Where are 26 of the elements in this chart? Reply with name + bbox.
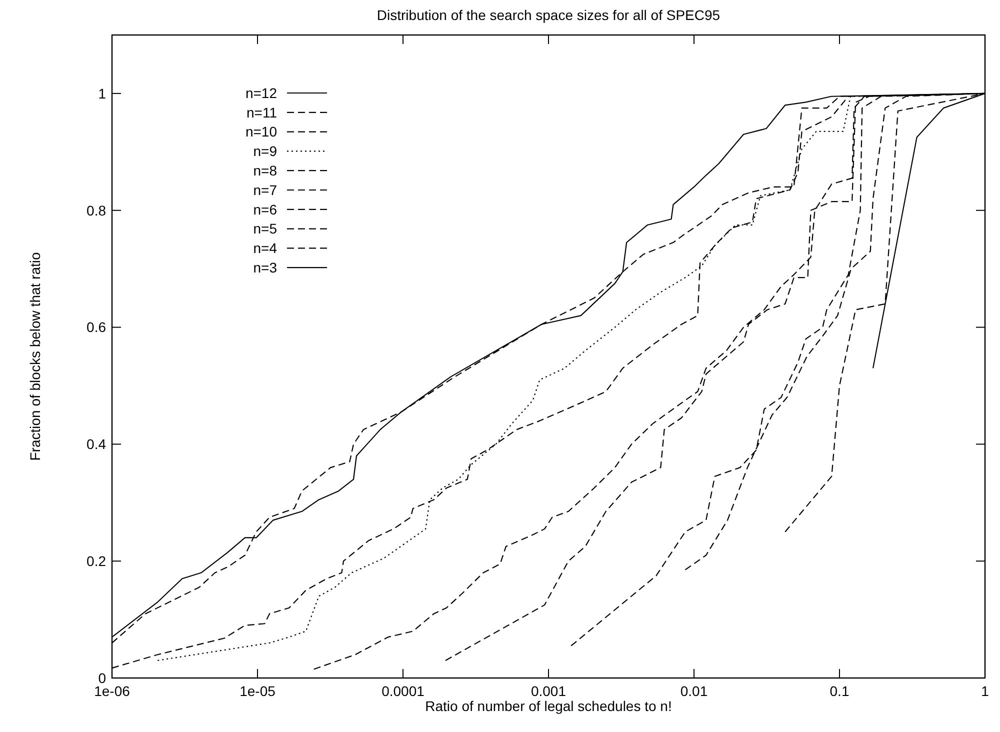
x-tick-label: 1: [981, 683, 990, 699]
legend-label: n=12: [245, 84, 278, 101]
x-tick-label: 0.0001: [382, 683, 425, 699]
y-tick-label: 0.4: [86, 436, 106, 452]
x-tick-label: 0.01: [680, 683, 708, 699]
x-tick-label: 0.001: [530, 683, 566, 699]
legend-label: n=8: [253, 162, 278, 178]
x-tick-label: 0.1: [830, 683, 850, 699]
y-tick-label: 0.2: [86, 552, 106, 569]
legend-label: n=9: [253, 143, 278, 160]
legend-label: n=10: [245, 124, 278, 140]
legend-label: n=5: [253, 220, 278, 237]
y-tick-label: 1: [98, 85, 106, 102]
legend-label: n=6: [253, 201, 278, 218]
legend-label: n=4: [253, 240, 278, 256]
x-tick-label: 1e-05: [240, 683, 276, 699]
x-tick-label: 1e-06: [94, 683, 130, 699]
y-axis-title: Fraction of blocks below that ratio: [27, 252, 43, 461]
y-tick-label: 0: [98, 670, 106, 686]
y-tick-label: 0.6: [86, 319, 106, 336]
y-tick-label: 0.8: [86, 202, 106, 218]
chart-title: Distribution of the search space sizes for all of SPEC95: [376, 7, 720, 23]
legend-label: n=11: [246, 104, 278, 120]
legend-label: n=3: [253, 260, 278, 276]
legend-label: n=7: [253, 182, 278, 198]
x-axis-title: Ratio of number of legal schedules to n!: [425, 698, 672, 714]
